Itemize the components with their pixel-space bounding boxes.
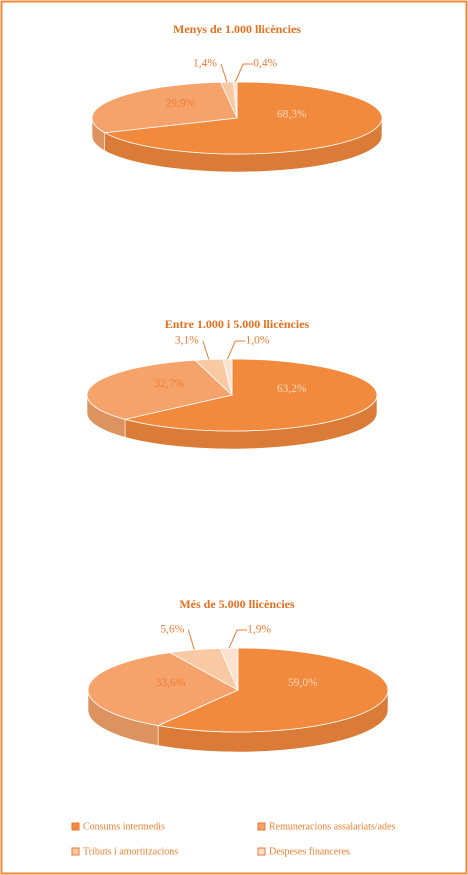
data-label: 59,0%: [288, 677, 318, 689]
pie-slice: [87, 652, 239, 726]
pie-slice: [86, 359, 233, 420]
data-label: 1,4%: [193, 58, 217, 70]
legend-swatch: [257, 847, 266, 856]
pie-slice: [91, 81, 238, 134]
pie-slice: [232, 81, 238, 119]
leader-line: [220, 63, 228, 83]
leader-line: [234, 63, 244, 83]
data-label: 1,9%: [247, 624, 271, 636]
data-label: 5,6%: [160, 624, 184, 636]
pie-slice: [222, 358, 233, 396]
pie-slice: [156, 647, 389, 733]
legend-label: Remuneracions assalariats/ades: [269, 821, 395, 832]
chart-title: Entre 1.000 i 5.000 llicències: [165, 317, 310, 331]
leader-line: [202, 340, 210, 360]
data-label: 0,4%: [253, 58, 277, 70]
legend-swatch: [71, 822, 80, 831]
data-label: 32,7%: [155, 378, 185, 390]
legend-swatch: [71, 847, 80, 856]
pie-slice: [124, 358, 378, 432]
legend-swatch: [257, 822, 266, 831]
data-label: 29,9%: [165, 98, 195, 110]
chart-title: Menys de 1.000 llicències: [173, 22, 301, 36]
leader-line: [228, 629, 238, 649]
data-label: 63,2%: [277, 383, 307, 395]
leader-line: [226, 340, 236, 360]
legend-label: Consums intermedis: [83, 821, 165, 832]
leader-line: [187, 629, 195, 650]
legend-label: Tributs i amortitzacions: [83, 846, 178, 857]
data-label: 68,3%: [277, 108, 307, 120]
data-label: 33,6%: [156, 677, 186, 689]
pie-slice: [103, 81, 383, 155]
data-label: 1,0%: [245, 335, 269, 347]
chart-title: Més de 5.000 llicències: [179, 597, 295, 611]
data-label: 3,1%: [175, 335, 199, 347]
legend-label: Despeses financeres: [269, 846, 350, 857]
